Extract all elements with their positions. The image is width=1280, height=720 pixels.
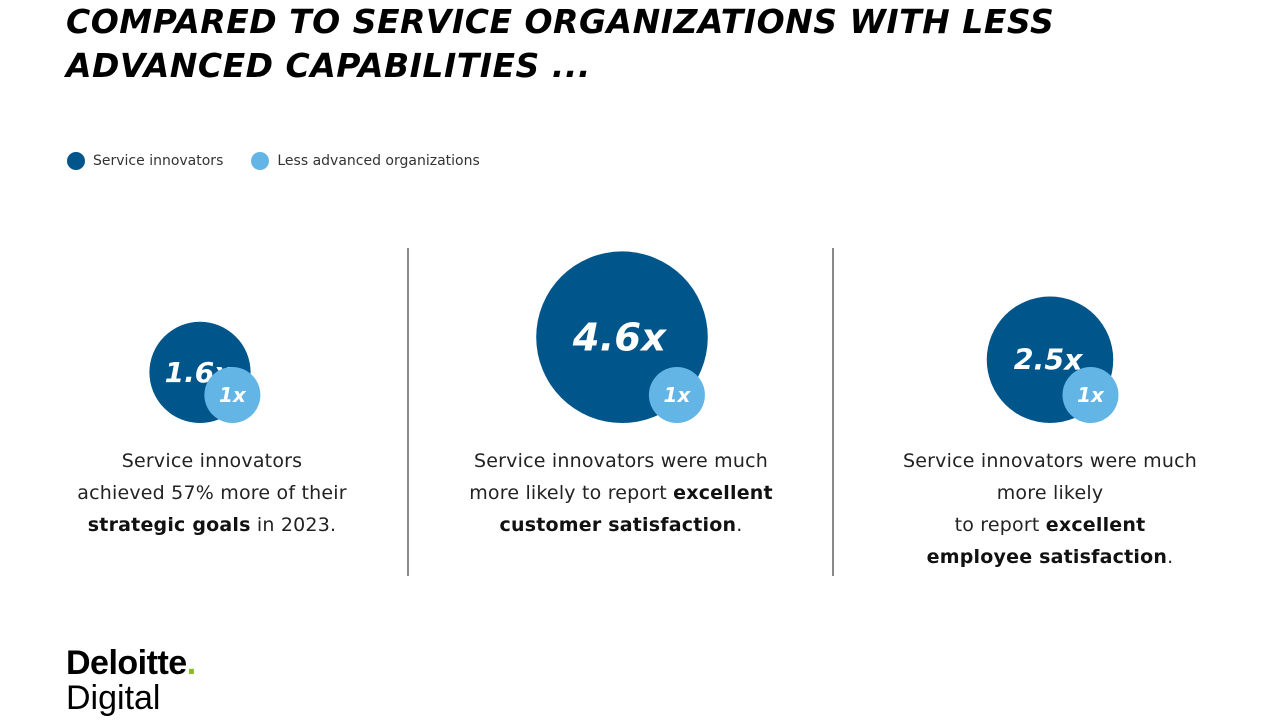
baseline-bubble-1 [204, 367, 261, 423]
panel-2-text-line-2: more likely to report excellent [441, 477, 801, 509]
panel-1-text-line-2: achieved 57% more of their [77, 482, 347, 504]
innovators-value-label-3: 2.5x [1014, 344, 1084, 377]
panel-2-text-emphasis-1: excellent [673, 482, 773, 504]
legend-label-less-advanced: Less advanced organizations [277, 153, 480, 169]
panel-3-text-line-2: more likely [996, 482, 1104, 504]
logo-wordmark: Deloitte [66, 644, 187, 682]
panel-3-text-line-3: to report excellent [870, 509, 1230, 541]
panel-3-text-emphasis-1: excellent [1045, 514, 1146, 536]
baseline-value-label-1: 1x [219, 383, 247, 407]
panel-1-text-tail: in 2023. [250, 514, 337, 536]
legend-item-less-advanced: Less advanced organizations [251, 152, 480, 170]
panel-3-description: Service innovators were much more likely… [870, 445, 1230, 573]
panel-1-text-line-3: strategic goals in 2023. [32, 509, 392, 541]
baseline-bubble-2 [648, 367, 705, 423]
logo-dot: . [186, 644, 196, 682]
panel-3-text-line-4: employee satisfaction. [870, 541, 1230, 573]
bubble-group-2: 4.6x 1x [536, 251, 708, 423]
panel-2-text-tail: . [736, 514, 743, 536]
panel-1-description: Service innovators achieved 57% more of … [32, 445, 392, 541]
chart-legend: Service innovators Less advanced organiz… [67, 152, 480, 170]
panel-2-text-line-1: Service innovators were much [474, 450, 768, 472]
panel-2-text-line-3: customer satisfaction. [441, 509, 801, 541]
panel-divider-1 [407, 248, 409, 576]
legend-swatch-innovators [67, 152, 85, 170]
baseline-value-label-2: 1x [663, 383, 691, 407]
title-line-1: COMPARED TO SERVICE ORGANIZATIONS WITH L… [66, 2, 1055, 41]
panel-1-text-line-1: Service innovators [121, 450, 303, 472]
legend-label-innovators: Service innovators [93, 153, 224, 169]
panel-2-text-lead: more likely to report [469, 482, 674, 504]
baseline-value-label-3: 1x [1077, 383, 1105, 407]
legend-swatch-less-advanced [251, 152, 270, 170]
logo-brand: Deloitte. [66, 645, 196, 681]
panel-2-description: Service innovators were much more likely… [441, 445, 801, 541]
panel-3-text-line-1: Service innovators were much [903, 450, 1197, 472]
panel-3-text-lead: to report [954, 514, 1046, 536]
panel-divider-2 [832, 248, 834, 576]
title-line-2: ADVANCED CAPABILITIES ... [66, 46, 591, 85]
bubble-group-3: 2.5x 1x [986, 296, 1119, 423]
panel-3-text-tail: . [1167, 546, 1174, 568]
legend-item-innovators: Service innovators [67, 152, 223, 170]
logo-subtitle: Digital [66, 679, 161, 717]
panel-2-text-emphasis-2: customer satisfaction [499, 514, 737, 536]
page-title: COMPARED TO SERVICE ORGANIZATIONS WITH L… [66, 0, 1054, 88]
baseline-bubble-3 [1062, 367, 1119, 423]
panel-3-text-emphasis-2: employee satisfaction [926, 546, 1168, 568]
innovators-value-label-2: 4.6x [572, 316, 667, 361]
deloitte-digital-logo: Deloitte. Digital [66, 645, 196, 715]
panel-1-text-emphasis: strategic goals [87, 514, 251, 536]
